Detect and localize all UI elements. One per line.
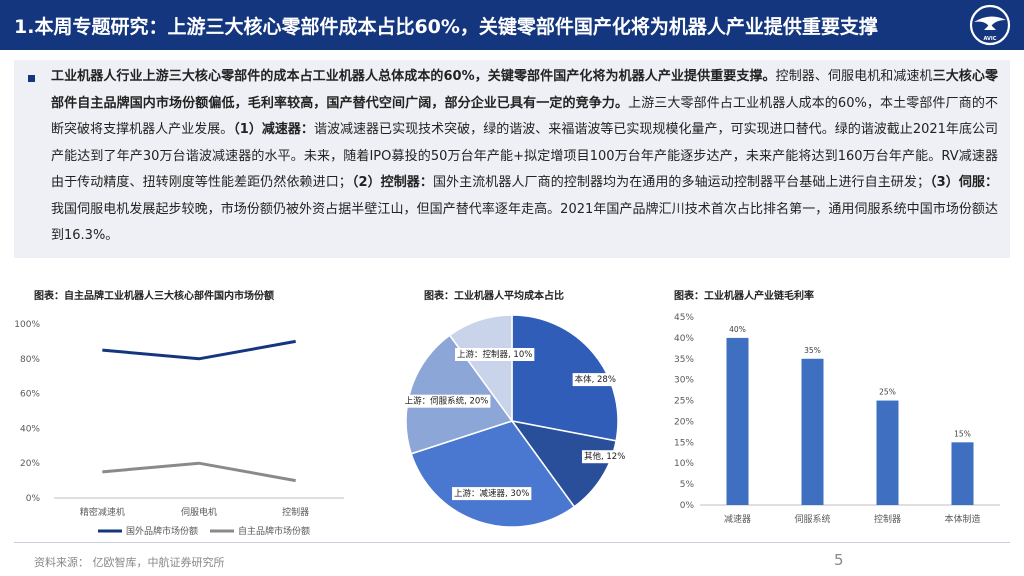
x-tick-label: 精密减速机 (80, 506, 125, 518)
x-tick-label: 控制器 (874, 513, 901, 525)
pie-label-bg (572, 373, 618, 387)
pie-label-2: 其他, 12% (584, 451, 625, 462)
pie-label-4: 上游：伺服系统, 20% (405, 396, 489, 407)
y-tick-label: 40% (674, 334, 694, 344)
y-tick-label: 35% (674, 355, 694, 365)
pie-slice-5 (448, 314, 513, 424)
summary-text-segment: 谐波减速器已实现技术突破，绿的谐波、来福谐波等已实现规模化量产，可实现进口替代。… (51, 122, 998, 190)
summary-text-segment: 上游三大零部件占工业机器人成本的60%，本土零部件厂商的不断突破将支撑机器人产业… (51, 95, 998, 138)
y-tick-label: 10% (674, 459, 694, 469)
y-tick-label: 20% (20, 459, 40, 469)
summary-key-point: 三大核心零部件自主品牌国内市场份额偏低，毛利率较高，国产替代空间广阔，部分企业已… (51, 69, 998, 111)
page-number: 5 (834, 551, 844, 569)
pie-label-bg (455, 347, 535, 361)
pie-label-3: 上游：减速器, 30% (454, 488, 529, 499)
header-bar: 1.本周专题研究：上游三大核心零部件成本占比60%，关键零部件国产化将为机器人产… (0, 0, 1024, 50)
source-note: 资料来源： 亿欧智库，中航证券研究所 (34, 556, 225, 569)
x-tick-label: 控制器 (282, 506, 309, 518)
summary-heading-controller: （2）控制器： (351, 175, 433, 190)
summary-key-point: 工业机器人行业上游三大核心零部件的成本占工业机器人总体成本的60%，关键零部件国… (51, 69, 776, 84)
series-line-1 (102, 339, 296, 361)
company-logo-icon: AVIC (969, 4, 1011, 46)
y-tick-label: 0% (26, 494, 41, 504)
bar-2 (801, 358, 824, 505)
y-tick-label: 60% (20, 390, 40, 400)
pie-label-5: 上游：控制器, 10% (457, 349, 532, 360)
x-tick-label: 伺服电机 (181, 506, 217, 518)
bar-value-label: 40% (729, 325, 746, 334)
bullet-square-icon (28, 75, 35, 82)
y-tick-label: 100% (14, 320, 40, 330)
y-tick-label: 15% (674, 438, 694, 448)
pie-chart-title: 图表：工业机器人平均成本占比 (424, 291, 564, 302)
pie-slice-2 (510, 419, 617, 508)
pie-label-1: 本体, 28% (575, 374, 616, 385)
y-tick-label: 20% (674, 417, 694, 427)
bar-4 (951, 442, 974, 505)
summary-heading-reducer: （1）减速器： (233, 122, 314, 137)
pie-label-bg (581, 450, 628, 464)
bar-value-label: 25% (879, 388, 896, 397)
summary-text: 工业机器人行业上游三大核心零部件的成本占工业机器人总体成本的60%，关键零部件国… (51, 64, 998, 250)
summary-text-segment: 控制器、伺服电机和减速机 (775, 69, 933, 84)
footer-divider (14, 542, 1010, 543)
summary-heading-servo: （3）伺服： (929, 175, 998, 190)
legend-label-1: 国外品牌市场份额 (126, 525, 198, 537)
x-tick-label: 减速器 (724, 513, 751, 525)
bar-3 (876, 400, 899, 505)
y-tick-label: 40% (20, 424, 40, 434)
summary-box: 工业机器人行业上游三大核心零部件的成本占工业机器人总体成本的60%，关键零部件国… (14, 60, 1010, 258)
bar-value-label: 35% (804, 346, 821, 355)
pie-label-bg (402, 394, 491, 408)
summary-text-segment: 我国伺服电机发展起步较晚，市场份额仍被外资占据半壁江山，但国产替代率逐年走高。2… (51, 201, 998, 244)
x-tick-label: 伺服系统 (794, 513, 830, 525)
x-tick-label: 本体制造 (944, 513, 980, 525)
y-tick-label: 0% (680, 501, 695, 511)
pie-label-bg (452, 487, 532, 501)
gross-margin-bar-chart: 0% 5% 10% 15% 20% 25% 30% 35% 40% 45% 40% 减速器 35% 伺服系… (674, 313, 1000, 525)
pie-slice-4 (405, 334, 514, 455)
summary-text-segment: 国外主流机器人厂商的控制器均为在通用的多轴运动控制器平台基础上进行自主研发； (432, 175, 930, 190)
bar-1 (726, 337, 749, 505)
y-tick-label: 80% (20, 355, 40, 365)
line-chart-title: 图表：自主品牌工业机器人三大核心部件国内市场份额 (34, 291, 274, 302)
page-title: 1.本周专题研究：上游三大核心零部件成本占比60%，关键零部件国产化将为机器人产… (14, 16, 878, 38)
cost-share-pie-chart: 本体, 28% 其他, 12% 上游：减速器, 30% 上游：伺服系统, 20% 上游：… (402, 314, 628, 528)
y-tick-label: 5% (680, 480, 695, 490)
y-tick-label: 45% (674, 313, 694, 323)
pie-slice-1 (511, 314, 619, 442)
legend-label-2: 自主品牌市场份额 (238, 525, 310, 537)
series-line-2 (102, 461, 296, 483)
bar-chart-title: 图表：工业机器人产业链毛利率 (674, 291, 814, 302)
bar-value-label: 15% (954, 429, 971, 438)
y-tick-label: 25% (674, 397, 694, 407)
y-tick-label: 30% (674, 376, 694, 386)
pie-slice-3 (410, 420, 576, 528)
logo-text: AVIC (984, 36, 997, 42)
